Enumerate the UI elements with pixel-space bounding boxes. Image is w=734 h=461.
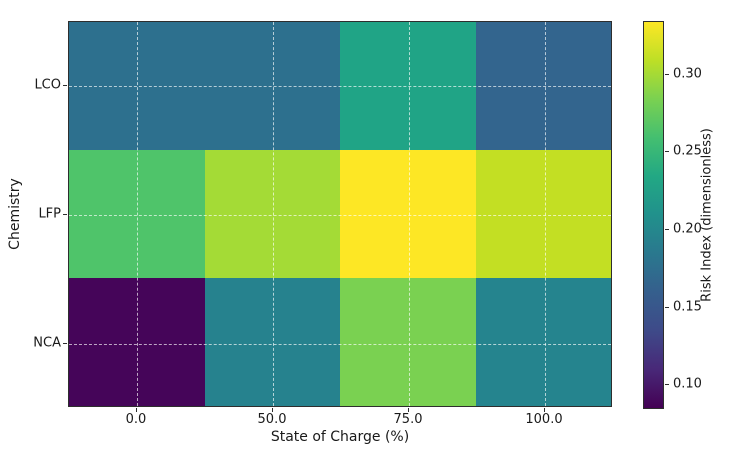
- heatmap-cell: [204, 22, 340, 150]
- heatmap-cell: [340, 150, 476, 278]
- heatmap-cell: [204, 150, 340, 278]
- x-tick-label: 100.0: [525, 412, 563, 427]
- x-tick-mark: [272, 408, 273, 412]
- gridline-horizontal: [69, 215, 611, 216]
- heatmap-plot: [68, 21, 612, 407]
- heatmap-cell: [69, 22, 205, 150]
- gridline-vertical: [273, 22, 274, 406]
- y-tick-label: NCA: [33, 335, 61, 351]
- colorbar-tick-mark: [665, 306, 669, 308]
- colorbar-tick-label: 0.20: [673, 221, 702, 237]
- y-axis-label: Chemistry: [7, 178, 23, 250]
- x-tick-mark: [408, 408, 409, 412]
- y-tick-mark: [63, 85, 67, 87]
- colorbar-tick-mark: [665, 73, 669, 75]
- colorbar-tick-mark: [665, 228, 669, 230]
- gridline-horizontal: [69, 343, 611, 345]
- colorbar-tick-label: 0.15: [673, 299, 702, 315]
- gridline-vertical: [409, 22, 410, 406]
- x-tick-mark: [544, 408, 545, 412]
- x-tick-label: 0.0: [125, 412, 147, 427]
- gridline-vertical: [545, 22, 546, 406]
- colorbar-gradient: [643, 21, 664, 409]
- y-tick-label: LCO: [34, 77, 61, 93]
- x-axis-label: State of Charge (%): [270, 429, 410, 445]
- y-tick-label: LFP: [38, 206, 61, 222]
- x-tick-mark: [136, 408, 137, 412]
- heatmap-cell: [204, 278, 340, 406]
- heatmap-cell: [340, 22, 476, 150]
- y-tick-mark: [63, 214, 67, 215]
- heatmap-cells: [69, 22, 611, 406]
- colorbar-tick-label: 0.25: [673, 143, 702, 159]
- heatmap-cell: [475, 278, 611, 406]
- gridline-vertical: [137, 22, 138, 406]
- heatmap-cell: [340, 278, 476, 406]
- x-tick-label: 75.0: [393, 412, 423, 427]
- colorbar-label: Risk Index (dimensionless): [699, 128, 715, 302]
- colorbar-tick-label: 0.10: [673, 376, 702, 392]
- colorbar-tick-mark: [665, 384, 669, 386]
- colorbar-tick-label: 0.30: [673, 66, 702, 82]
- x-tick-label: 50.0: [257, 412, 287, 427]
- colorbar: 0.10 0.15 0.20 0.25 0.30 Risk Index (dimensi…: [643, 21, 734, 421]
- colorbar-tick-mark: [665, 151, 669, 153]
- y-tick-mark: [63, 342, 67, 344]
- heatmap-cell: [69, 278, 205, 406]
- heatmap-cell: [69, 150, 205, 278]
- heatmap-cell: [475, 150, 611, 278]
- gridline-horizontal: [69, 86, 611, 88]
- heatmap-cell: [475, 22, 611, 150]
